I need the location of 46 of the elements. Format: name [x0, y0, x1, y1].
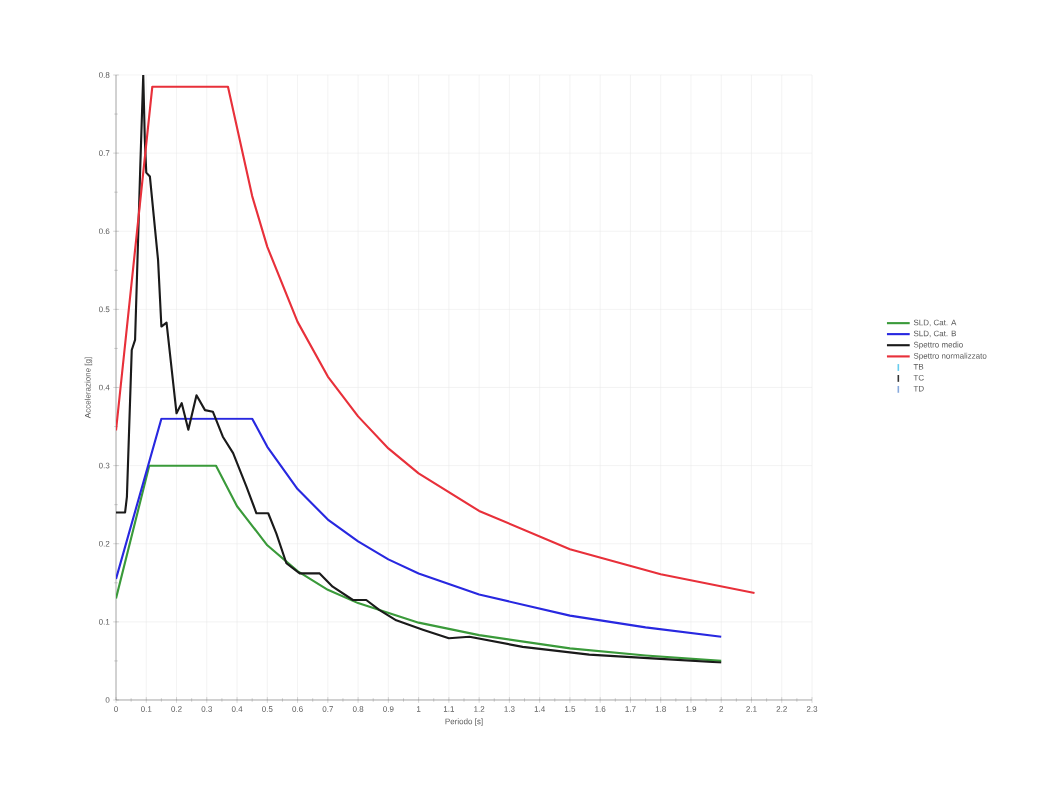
- x-tick-label: 2.3: [806, 706, 818, 712]
- legend-label: TD: [913, 385, 924, 392]
- legend-label: SLD, Cat. B: [913, 330, 956, 338]
- line-series: [116, 464, 723, 662]
- x-tick-label: 2.1: [746, 706, 757, 712]
- y-tick-label: 0.4: [98, 384, 110, 391]
- legend-label: TC: [913, 374, 924, 381]
- x-tick-label: 0.7: [322, 706, 333, 712]
- x-tick-label: 1.7: [625, 706, 636, 712]
- x-tick-label: 2.2: [776, 706, 787, 712]
- legend-label: SLD, Cat. A: [913, 319, 957, 327]
- x-tick-label: 0.2: [171, 706, 182, 712]
- x-tick-label: 1.6: [595, 706, 606, 712]
- x-tick-label: 0.8: [352, 706, 364, 712]
- x-tick-label: 0.1: [141, 706, 152, 712]
- y-tick-label: 0.6: [98, 228, 110, 235]
- x-tick-label: 2: [719, 706, 724, 712]
- line-series: [116, 417, 723, 638]
- x-tick-label: 1.1: [443, 706, 455, 712]
- x-tick-label: 1.5: [564, 706, 576, 712]
- x-axis-title: Periodo [s]: [445, 718, 483, 726]
- x-tick-label: 1.2: [474, 706, 485, 712]
- x-tick-label: 0.5: [262, 706, 273, 712]
- y-axis-title: Accelerazione [g]: [84, 357, 93, 419]
- legend-label: Spettro normalizzato: [913, 352, 987, 361]
- x-tick-label: 0: [114, 706, 118, 712]
- y-tick-label: 0.1: [98, 619, 110, 625]
- line-series: [116, 85, 756, 595]
- legend-label: TB: [913, 364, 924, 370]
- y-tick-label: 0.2: [98, 540, 110, 547]
- legend-label: Spettro medio: [913, 341, 963, 350]
- y-tick-label: 0.7: [98, 150, 110, 156]
- x-tick-label: 0.6: [292, 706, 303, 712]
- x-tick-label: 1.4: [534, 706, 545, 712]
- x-tick-label: 0.4: [231, 706, 243, 712]
- x-tick-label: 1.3: [504, 706, 515, 712]
- y-tick-label: 0.5: [98, 306, 110, 313]
- y-tick-label: 0: [105, 697, 110, 703]
- x-tick-label: 1.8: [655, 706, 666, 712]
- x-tick-label: 1: [417, 706, 421, 712]
- x-tick-label: 0.9: [383, 706, 394, 712]
- x-tick-label: 1.9: [686, 706, 697, 712]
- line-series: [116, 74, 723, 664]
- x-tick-label: 0.3: [201, 706, 212, 712]
- y-tick-label: 0.8: [98, 72, 110, 78]
- y-tick-label: 0.3: [98, 462, 110, 469]
